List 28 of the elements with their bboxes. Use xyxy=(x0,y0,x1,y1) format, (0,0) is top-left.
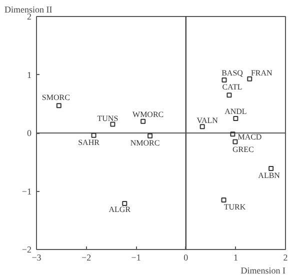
annotation: SMORC xyxy=(42,93,70,102)
annotation: FRAN xyxy=(250,68,273,78)
annotation: VALN xyxy=(196,116,218,126)
annotation: ANDL xyxy=(224,106,247,116)
y-tick-label: 0 xyxy=(27,128,32,138)
y-tick-label: −2 xyxy=(22,244,32,254)
x-tick-label: −3 xyxy=(32,252,42,262)
annotation: ALGR xyxy=(108,204,132,214)
annotation: WMORC xyxy=(132,110,164,119)
annotation: TURK xyxy=(224,202,246,212)
x-axis-title: Dimension I xyxy=(240,266,286,275)
annotation: CATL xyxy=(222,82,242,92)
x-tick-label: 2 xyxy=(283,252,288,262)
annotation: TUNS xyxy=(97,114,118,123)
x-tick-label: −2 xyxy=(82,252,92,262)
annotation: GREC xyxy=(232,145,254,154)
x-tick-label: 0 xyxy=(184,252,189,262)
x-tick-label: 1 xyxy=(233,252,238,262)
annotation: ALBN xyxy=(258,171,280,180)
y-tick-label: 1 xyxy=(27,70,32,80)
annotation: NMORC xyxy=(130,138,160,148)
annotation: MACD xyxy=(238,132,262,142)
annotation: BASQ xyxy=(222,68,244,78)
y-tick-label: −1 xyxy=(22,186,32,196)
y-tick-label: 2 xyxy=(27,12,32,22)
x-tick-label: −1 xyxy=(131,252,141,262)
annotation: SAHR xyxy=(78,138,100,147)
y-axis-title: Dimension II xyxy=(4,4,52,14)
